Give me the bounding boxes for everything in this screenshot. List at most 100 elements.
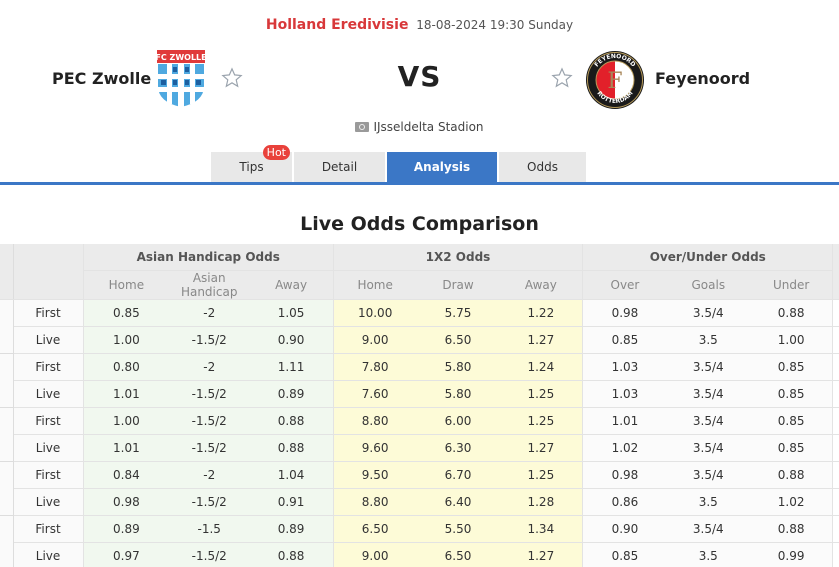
subheader-ou-under: Under: [749, 270, 833, 300]
table-row[interactable]: Live 0.97 -1.5/2 0.88 9.00 6.50 1.27 0.8…: [0, 542, 839, 567]
row-end: [832, 299, 839, 327]
bookmaker-cell: [0, 515, 14, 542]
x12-draw-odds: 6.00: [416, 407, 500, 435]
odds-type: Live: [13, 542, 84, 567]
table-row[interactable]: First 0.85 -2 1.05 10.00 5.75 1.22 0.98 …: [0, 299, 839, 327]
ah-line: -2: [169, 461, 250, 489]
x12-away-odds: 1.22: [499, 299, 584, 327]
table-row[interactable]: First 0.89 -1.5 0.89 6.50 5.50 1.34 0.90…: [0, 515, 839, 543]
tab-tips[interactable]: Tips Hot: [211, 145, 292, 182]
ah-line: -1.5/2: [169, 542, 250, 567]
x12-away-odds: 1.28: [499, 488, 584, 516]
x12-draw-odds: 5.50: [416, 515, 500, 543]
x12-home-odds: 10.00: [333, 299, 417, 327]
ah-line: -2: [169, 353, 250, 381]
home-team-logo: FC ZWOLLE: [157, 50, 205, 107]
ou-over-odds: 0.86: [582, 488, 667, 516]
away-team-name[interactable]: Feyenoord: [655, 69, 751, 88]
ah-line: -1.5/2: [169, 380, 250, 408]
ou-over-odds: 1.01: [582, 407, 667, 435]
row-end: [832, 488, 839, 516]
x12-away-odds: 1.27: [499, 326, 584, 354]
ou-goals-line: 3.5/4: [666, 299, 750, 327]
table-row[interactable]: Live 0.98 -1.5/2 0.91 8.80 6.40 1.28 0.8…: [0, 488, 839, 516]
home-team-name[interactable]: PEC Zwolle: [52, 69, 152, 88]
venue: IJsseldelta Stadion: [0, 120, 839, 134]
ah-home-odds: 0.84: [83, 461, 170, 489]
x12-away-odds: 1.25: [499, 380, 584, 408]
odds-type: Live: [13, 488, 84, 516]
ou-goals-line: 3.5/4: [666, 461, 750, 489]
ou-goals-line: 3.5/4: [666, 353, 750, 381]
match-datetime: 18-08-2024 19:30 Sunday: [416, 18, 574, 32]
odds-type: First: [13, 515, 84, 543]
x12-home-odds: 9.00: [333, 326, 417, 354]
tab-analysis-label: Analysis: [413, 160, 471, 174]
ah-line: -1.5/2: [169, 326, 250, 354]
ou-over-odds: 0.85: [582, 542, 667, 567]
ah-line: -1.5/2: [169, 407, 250, 435]
table-row[interactable]: Live 1.01 -1.5/2 0.88 9.60 6.30 1.27 1.0…: [0, 434, 839, 462]
table-row[interactable]: First 0.84 -2 1.04 9.50 6.70 1.25 0.98 3…: [0, 461, 839, 489]
league-name[interactable]: Holland Eredivisie: [265, 17, 409, 33]
ah-home-odds: 1.01: [83, 380, 170, 408]
ah-away-odds: 0.90: [249, 326, 334, 354]
ah-away-odds: 0.89: [249, 515, 334, 543]
ah-home-odds: 0.98: [83, 488, 170, 516]
x12-home-odds: 8.80: [333, 407, 417, 435]
ah-away-odds: 1.05: [249, 299, 334, 327]
bookmaker-cell: [0, 488, 14, 516]
favorite-home-star-icon[interactable]: [221, 67, 243, 89]
ah-line: -1.5/2: [169, 434, 250, 462]
row-end: [832, 353, 839, 381]
ah-away-odds: 0.88: [249, 407, 334, 435]
home-logo-text: FC ZWOLLE: [157, 53, 205, 62]
x12-home-odds: 9.50: [333, 461, 417, 489]
ah-home-odds: 0.89: [83, 515, 170, 543]
row-end: [832, 542, 839, 567]
row-end: [832, 326, 839, 354]
table-row[interactable]: First 0.80 -2 1.11 7.80 5.80 1.24 1.03 3…: [0, 353, 839, 381]
venue-name: IJsseldelta Stadion: [373, 120, 484, 134]
away-team-logo: F FEYENOORD ROTTERDAM: [586, 51, 644, 109]
subheader-ah-line: Asian Handicap: [169, 270, 250, 300]
subheader-1x2-away: Away: [499, 270, 584, 300]
ou-under-odds: 0.99: [749, 542, 833, 567]
tab-detail[interactable]: Detail: [294, 152, 385, 182]
x12-away-odds: 1.27: [499, 542, 584, 567]
x12-home-odds: 9.00: [333, 542, 417, 567]
row-end: [832, 434, 839, 462]
subheader-1x2-home: Home: [333, 270, 417, 300]
ah-line: -1.5/2: [169, 488, 250, 516]
match-header: Holland Eredivisie 18-08-2024 19:30 Sund…: [0, 17, 839, 33]
section-title: Live Odds Comparison: [300, 213, 539, 235]
x12-home-odds: 9.60: [333, 434, 417, 462]
stadium-icon: [355, 122, 370, 132]
table-row[interactable]: Live 1.01 -1.5/2 0.89 7.60 5.80 1.25 1.0…: [0, 380, 839, 408]
x12-home-odds: 6.50: [333, 515, 417, 543]
x12-draw-odds: 5.80: [416, 353, 500, 381]
ou-under-odds: 0.88: [749, 461, 833, 489]
favorite-away-star-icon[interactable]: [551, 67, 573, 89]
ou-over-odds: 0.98: [582, 299, 667, 327]
x12-draw-odds: 6.50: [416, 542, 500, 567]
table-row[interactable]: Live 1.00 -1.5/2 0.90 9.00 6.50 1.27 0.8…: [0, 326, 839, 354]
x12-away-odds: 1.34: [499, 515, 584, 543]
ou-over-odds: 0.85: [582, 326, 667, 354]
bookmaker-cell: [0, 542, 14, 567]
ou-under-odds: 0.88: [749, 515, 833, 543]
header-type: [13, 244, 84, 300]
tab-analysis[interactable]: Analysis: [387, 152, 497, 182]
tab-odds[interactable]: Odds: [499, 152, 586, 182]
subheader-ou-goals: Goals: [666, 270, 750, 300]
x12-away-odds: 1.25: [499, 407, 584, 435]
table-row[interactable]: First 1.00 -1.5/2 0.88 8.80 6.00 1.25 1.…: [0, 407, 839, 435]
ou-goals-line: 3.5: [666, 542, 750, 567]
x12-away-odds: 1.25: [499, 461, 584, 489]
x12-draw-odds: 5.80: [416, 380, 500, 408]
ah-home-odds: 0.85: [83, 299, 170, 327]
ah-line: -1.5: [169, 515, 250, 543]
bookmaker-cell: [0, 326, 14, 354]
bookmaker-cell: [0, 407, 14, 434]
x12-away-odds: 1.24: [499, 353, 584, 381]
